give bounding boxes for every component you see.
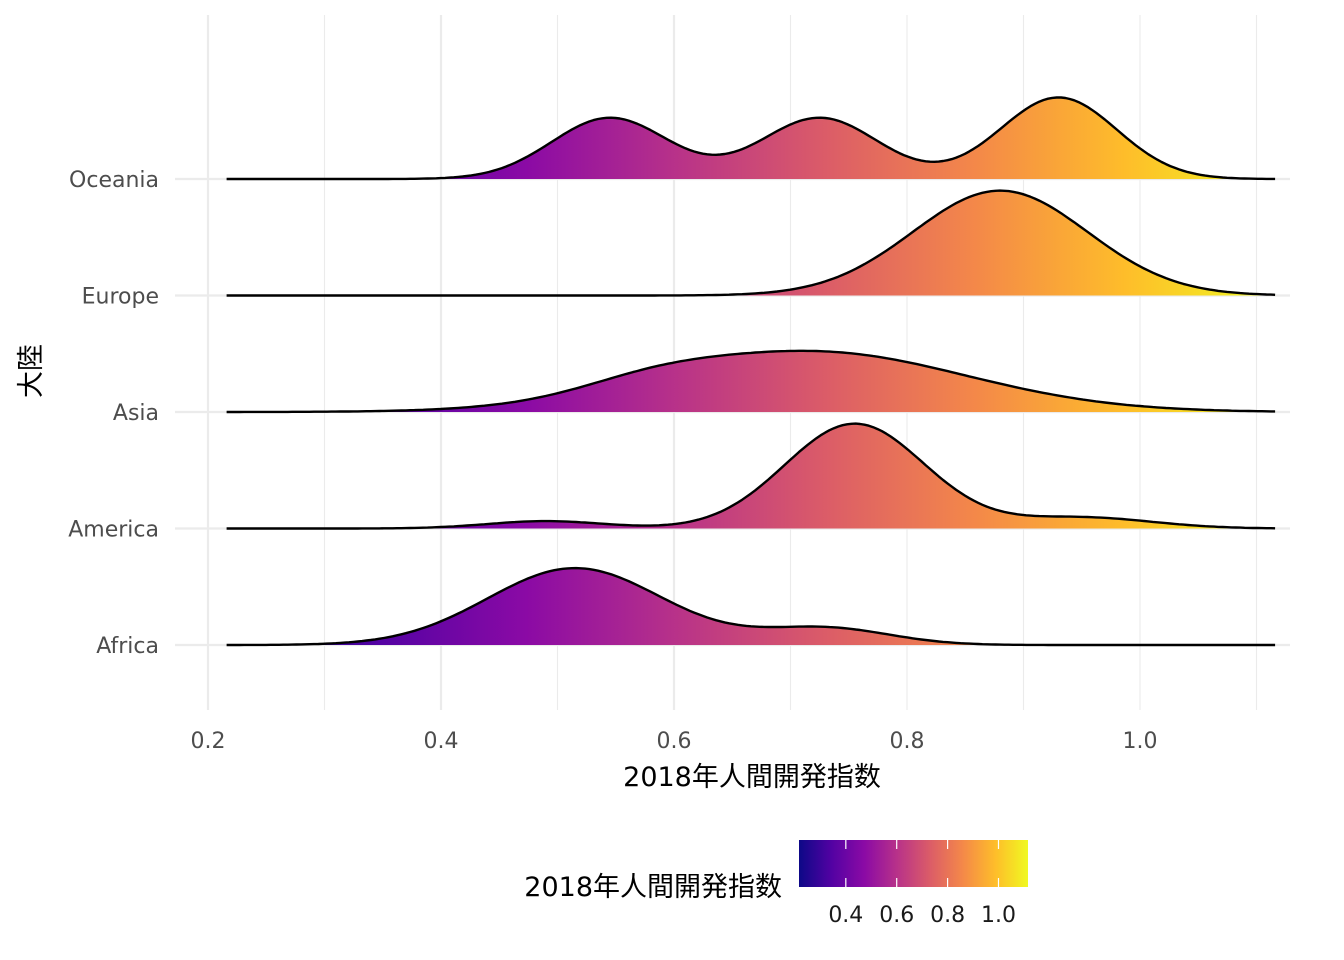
legend-colorbar [799,840,1028,887]
ridge-area-europe [226,190,1276,296]
ridge-area-africa [226,568,1276,645]
ridge-line-asia [226,349,1276,414]
color-legend: 2018年人間開発指数 0.4 0.6 0.8 1.0 [524,840,1028,928]
ridge-area-oceania [226,97,1276,179]
legend-tick-label: 0.6 [879,903,914,928]
y-tick-label: Africa [96,634,159,659]
y-axis: Africa America Asia Europe Oceania [68,168,159,659]
x-tick-label: 0.2 [191,729,226,754]
y-tick-label: Europe [82,285,159,310]
legend-tick-label: 0.8 [930,903,965,928]
ridges [226,96,1276,647]
ridge-line-oceania [226,96,1276,181]
ridge-europe [226,189,1276,297]
y-tick-label: America [68,518,159,543]
y-tick-label: Oceania [69,168,159,193]
ridge-america [226,422,1276,530]
ridge-line-europe [226,189,1276,297]
x-tick-label: 0.4 [424,729,459,754]
legend-ticks: 0.4 0.6 0.8 1.0 [828,840,1016,928]
x-axis: 0.2 0.4 0.6 0.8 1.0 [191,729,1158,754]
legend-tick-label: 1.0 [981,903,1016,928]
legend-tick-label: 0.4 [828,903,863,928]
x-tick-label: 1.0 [1123,729,1158,754]
x-tick-label: 0.8 [890,729,925,754]
ridge-oceania [226,96,1276,181]
y-tick-label: Asia [113,401,159,426]
ridge-africa [226,566,1276,647]
ridge-area-america [226,423,1276,529]
ridge-line-africa [226,566,1276,647]
legend-title: 2018年人間開発指数 [524,872,782,903]
x-tick-label: 0.6 [657,729,692,754]
y-axis-title: 大陸 [16,344,47,398]
x-axis-title: 2018年人間開発指数 [623,762,881,793]
ridge-line-america [226,422,1276,530]
ridge-asia [226,349,1276,414]
ridge-area-asia [226,350,1276,412]
